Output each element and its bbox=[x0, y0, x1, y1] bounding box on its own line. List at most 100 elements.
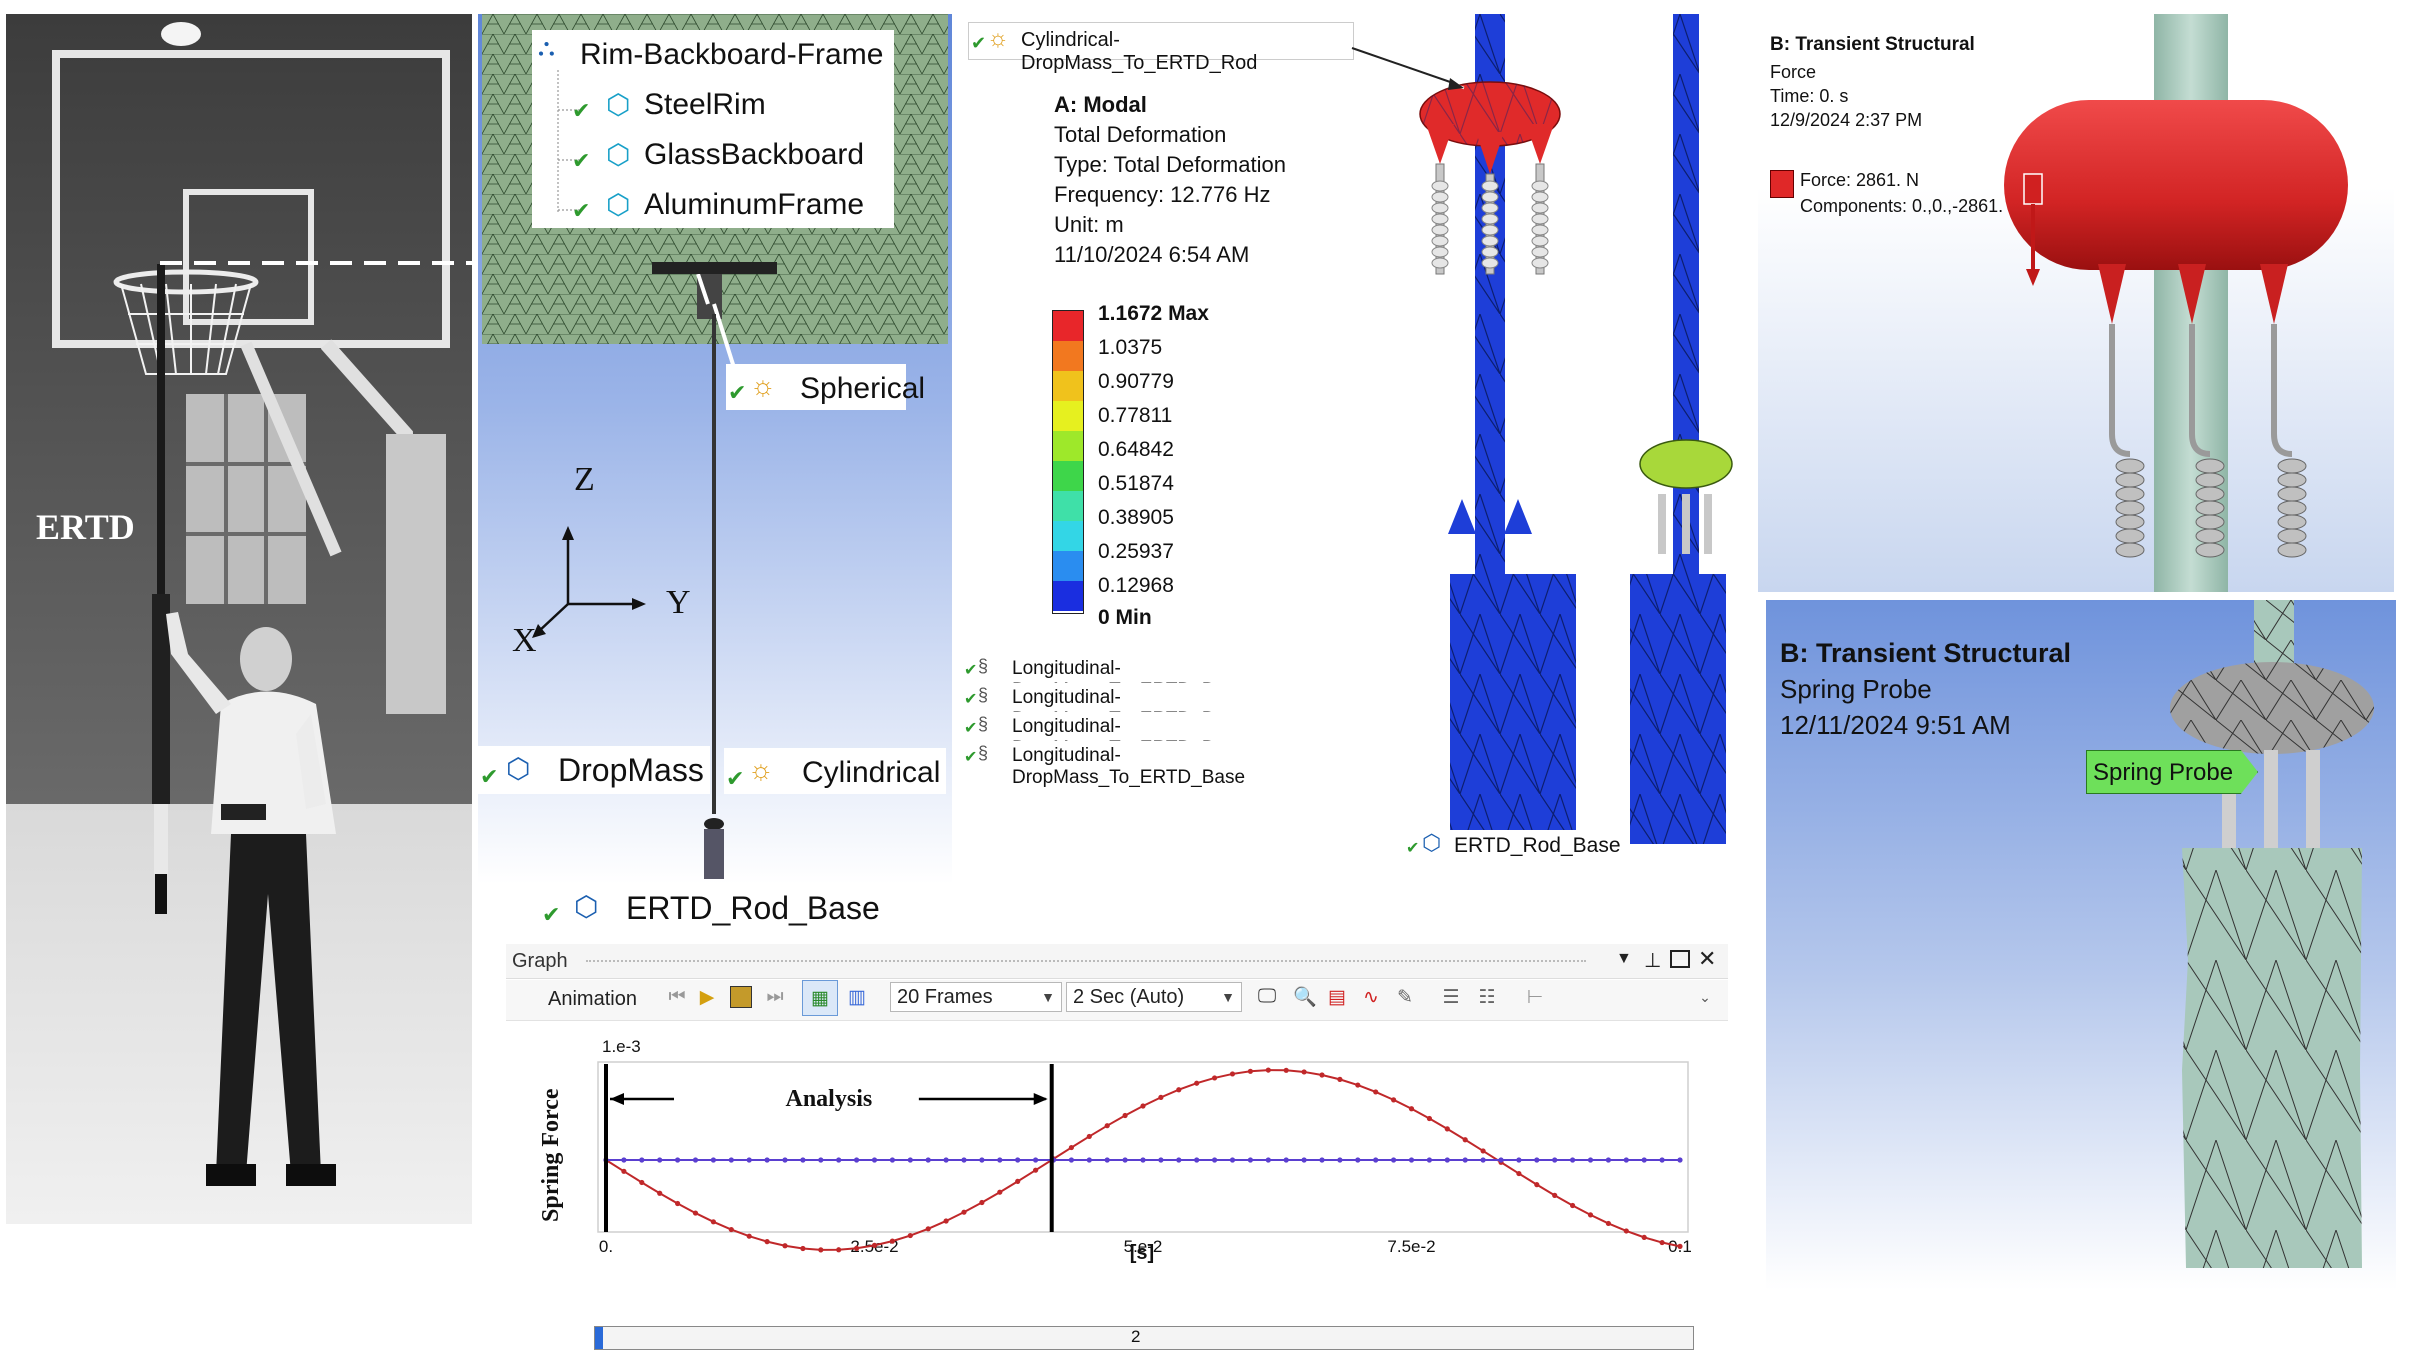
zoom-icon[interactable]: 🔍 bbox=[1293, 987, 1317, 1008]
series-point bbox=[1516, 1170, 1522, 1177]
coil-loop bbox=[1431, 202, 1449, 214]
force-info-line: 12/9/2024 2:37 PM bbox=[1770, 110, 1923, 130]
force-panel: B: Transient Structural Force Time: 0. s… bbox=[1758, 14, 2394, 592]
series-point bbox=[692, 1157, 699, 1163]
spring-icon: § bbox=[978, 656, 989, 676]
force-swatch bbox=[1770, 170, 1794, 198]
check-icon: ✔ bbox=[964, 749, 978, 766]
coil-loop bbox=[2115, 486, 2145, 502]
scrub-handle[interactable] bbox=[595, 1327, 603, 1349]
spring-item[interactable]: ✔ § Longitudinal-DropMass_To_ERTD_Base bbox=[964, 654, 1334, 701]
dropmass-label: DropMass bbox=[558, 752, 704, 788]
coil-loop bbox=[2115, 514, 2145, 530]
modal-info-line: Unit: m bbox=[1054, 212, 1124, 237]
spring-item[interactable]: ✔ § Longitudinal-DropMass_To_ERTD_Base bbox=[964, 741, 1334, 788]
pin-icon[interactable]: ⊥ bbox=[1644, 950, 1662, 972]
series-point bbox=[1355, 1157, 1361, 1163]
check-icon: ✔ bbox=[572, 198, 591, 223]
coil-loop bbox=[1531, 202, 1549, 214]
series-point bbox=[1444, 1157, 1450, 1163]
brush-icon[interactable]: ✎ bbox=[1397, 986, 1413, 1008]
series-point bbox=[1337, 1157, 1343, 1163]
series-point bbox=[1534, 1182, 1540, 1188]
tree-item-aluminumframe[interactable]: AluminumFrame bbox=[644, 188, 865, 221]
legend-icon[interactable]: ▤ bbox=[1328, 986, 1346, 1008]
series-point bbox=[1158, 1094, 1164, 1100]
modal-panel: ✔ ☼ Cylindrical-DropMass_To_ERTD_Rod A: … bbox=[960, 14, 1746, 862]
rod-base-tag[interactable]: ✔ ⬡ ERTD_Rod_Base bbox=[540, 884, 880, 930]
coil-loop bbox=[1531, 213, 1549, 225]
series-point bbox=[1194, 1157, 1200, 1163]
table-alt-icon[interactable]: ☷ bbox=[1478, 986, 1496, 1008]
series-point bbox=[1605, 1157, 1611, 1163]
legend-swatch bbox=[1053, 371, 1083, 401]
first-frame-icon[interactable]: ⏮ bbox=[668, 986, 686, 1007]
series-point bbox=[1140, 1157, 1146, 1163]
coil-loop bbox=[2115, 500, 2145, 516]
frames-dropdown[interactable]: 20 Frames ▼ bbox=[890, 982, 1062, 1012]
spherical-tag[interactable]: ✔ ☼ Spherical bbox=[726, 364, 925, 410]
last-frame-icon[interactable]: ⏭ bbox=[766, 986, 784, 1007]
coil-loop bbox=[2115, 528, 2145, 544]
analysis-label: Analysis bbox=[786, 1086, 873, 1112]
x-tick-label: 7.5e-2 bbox=[1387, 1237, 1435, 1256]
series-point bbox=[907, 1157, 913, 1163]
scrub-value: 2 bbox=[1131, 1327, 1141, 1346]
modal-info-line: Frequency: 12.776 Hz bbox=[1054, 182, 1271, 207]
overflow-icon[interactable]: ⌄ bbox=[1699, 988, 1711, 1005]
probe-title: B: Transient Structural bbox=[1780, 638, 2072, 668]
spring-item[interactable]: ✔ § Longitudinal-DropMass_To_ERTD_Base bbox=[964, 683, 1334, 730]
plot-frame bbox=[597, 1061, 1689, 1233]
series-point bbox=[1534, 1157, 1540, 1163]
modal-base-tag[interactable]: ✔ ⬡ ERTD_Rod_Base bbox=[1406, 830, 1621, 860]
coil-loop bbox=[1481, 213, 1499, 225]
export-video-icon[interactable]: 🖵 bbox=[1257, 986, 1277, 1007]
series-point bbox=[1319, 1157, 1325, 1163]
exponent-label: 1.e-3 bbox=[602, 1037, 641, 1056]
series-point bbox=[621, 1168, 627, 1174]
chart-options-icon[interactable]: ⊢ bbox=[1526, 986, 1544, 1008]
series-point bbox=[1444, 1126, 1450, 1132]
animation-label: Animation bbox=[548, 988, 637, 1010]
series-point bbox=[961, 1209, 967, 1215]
spring-probe-tag[interactable]: Spring Probe bbox=[2086, 750, 2258, 794]
play-icon[interactable]: ▶ bbox=[699, 986, 715, 1008]
check-icon: ✔ bbox=[1406, 840, 1420, 857]
result-frames-icon[interactable]: ▥ bbox=[848, 986, 866, 1008]
coil-loop bbox=[1431, 213, 1449, 225]
legend-swatch bbox=[1053, 491, 1083, 521]
joint-tag[interactable]: ✔ ☼ Cylindrical-DropMass_To_ERTD_Rod bbox=[968, 22, 1354, 74]
series-point bbox=[961, 1157, 967, 1163]
curve-icon[interactable]: ∿ bbox=[1363, 986, 1379, 1008]
dropmass-tag[interactable]: ✔ ⬡ DropMass bbox=[478, 746, 710, 794]
graph-titlebar: Graph ▼ ⊥ ✕ bbox=[506, 944, 1728, 979]
series-point bbox=[1265, 1067, 1271, 1073]
cylindrical-tag[interactable]: ✔ ☼ Cylindrical bbox=[724, 748, 946, 794]
panel-menu-icon[interactable]: ▼ bbox=[1616, 950, 1632, 967]
spring-icon: § bbox=[978, 714, 989, 734]
series-point bbox=[925, 1226, 931, 1232]
series-point bbox=[1301, 1069, 1307, 1075]
geometry-tree[interactable]: ⛬ Rim-Backboard-Frame ✔ ⬡ SteelRim ✔ ⬡ G… bbox=[532, 30, 894, 228]
series-point bbox=[907, 1232, 913, 1239]
stop-icon[interactable] bbox=[724, 980, 758, 1014]
tree-root-label: Rim-Backboard-Frame bbox=[580, 38, 884, 71]
spring-item[interactable]: ✔ § Longitudinal-DropMass_To_ERTD_Base bbox=[964, 712, 1334, 759]
tree-item-glassbackboard[interactable]: GlassBackboard bbox=[644, 138, 865, 171]
series-point bbox=[746, 1233, 752, 1239]
maximize-icon[interactable] bbox=[1670, 950, 1690, 968]
frame-scrub-bar[interactable]: 2 bbox=[594, 1326, 1694, 1350]
series-point bbox=[1283, 1157, 1289, 1163]
series-point bbox=[1391, 1157, 1397, 1163]
graph-panel: Graph ▼ ⊥ ✕ Animation ⏮ ▶ ⏭ ▦ ▥ 20 Frame… bbox=[506, 944, 1728, 1354]
series-point bbox=[1104, 1123, 1110, 1129]
tree-item-steelrim[interactable]: SteelRim bbox=[644, 88, 766, 121]
distributed-frames-icon[interactable]: ▦ bbox=[802, 980, 838, 1016]
close-icon[interactable]: ✕ bbox=[1698, 946, 1717, 971]
series-point bbox=[997, 1189, 1003, 1195]
duration-dropdown[interactable]: 2 Sec (Auto) ▼ bbox=[1066, 982, 1242, 1012]
cube-icon: ⬡ bbox=[606, 89, 631, 120]
legend-value: 0.51874 bbox=[1098, 472, 1174, 495]
table-icon[interactable]: ☰ bbox=[1442, 986, 1460, 1008]
legend-swatch bbox=[1053, 521, 1083, 551]
